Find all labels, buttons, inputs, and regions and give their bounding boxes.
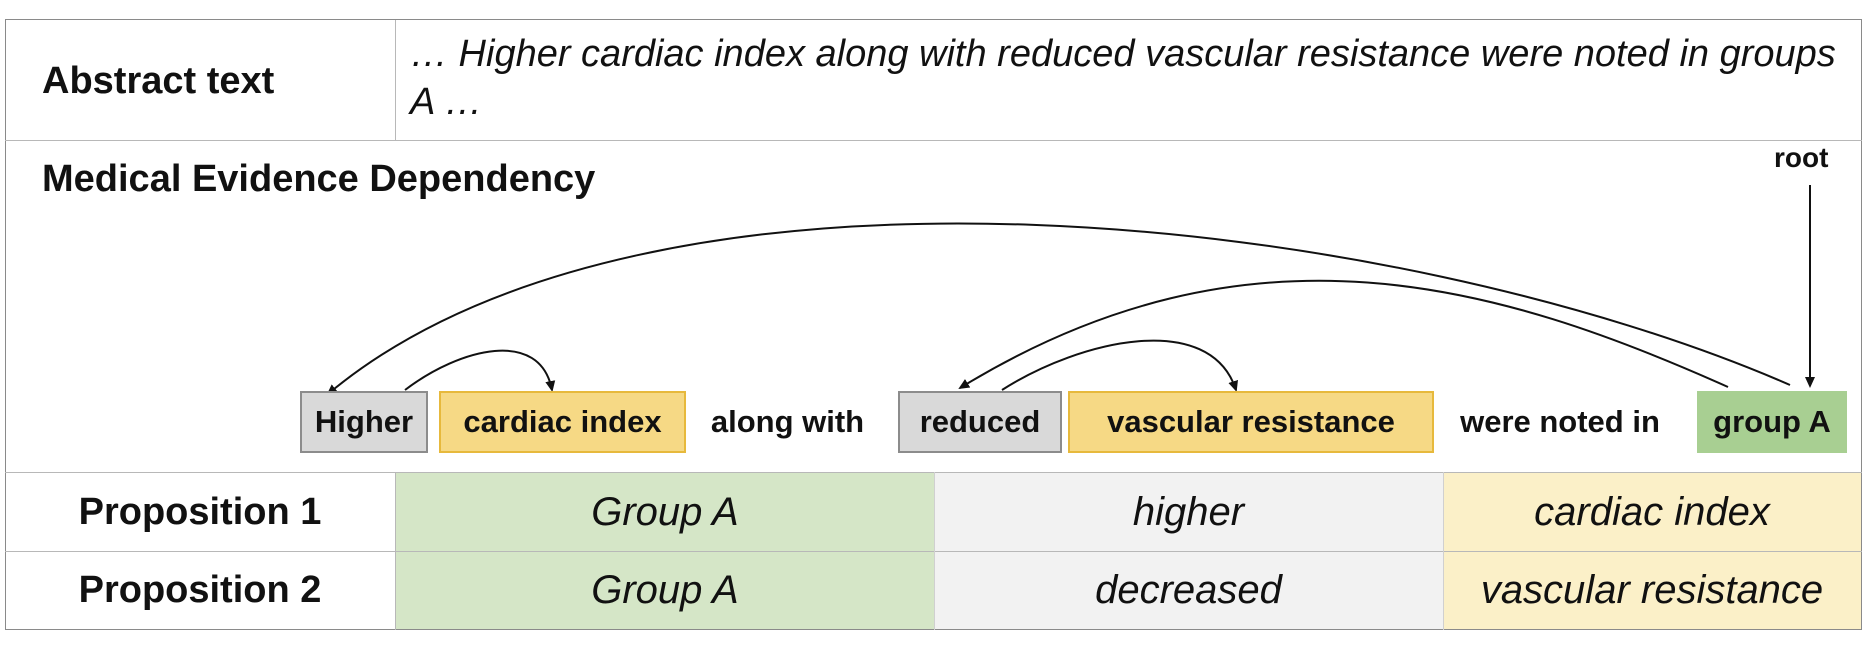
prop2-group-cell: Group A <box>396 552 934 629</box>
proposition-2-label: Proposition 2 <box>78 569 322 611</box>
token-group-a: group A <box>1697 391 1847 453</box>
arc-groupA-to-reduced <box>958 279 1729 390</box>
dependency-title: Medical Evidence Dependency <box>42 158 596 200</box>
proposition-1-label: Proposition 1 <box>78 490 322 533</box>
prop2-direction-cell: decreased <box>934 552 1443 629</box>
prop1-measure-cell: cardiac index <box>1443 473 1861 551</box>
abstract-divider <box>395 20 396 140</box>
arc-groupA-to-higher <box>326 222 1791 396</box>
proposition-divider <box>395 472 396 630</box>
arc-higher-to-cardiac-index <box>404 349 556 392</box>
proposition-divider <box>1443 472 1444 630</box>
arc-reduced-to-vascular-resistance <box>1001 339 1238 392</box>
token-reduced: reduced <box>898 391 1062 453</box>
proposition-row-rule <box>5 551 1862 552</box>
prop1-group-cell: Group A <box>396 473 934 551</box>
abstract-label: Abstract text <box>42 60 275 102</box>
abstract-text: … Higher cardiac index along with reduce… <box>410 33 1836 123</box>
prop1-direction-cell: higher <box>934 473 1443 551</box>
token-were-noted-in: were noted in <box>1460 404 1660 439</box>
dependency-bottom-rule <box>5 472 1862 473</box>
proposition-divider <box>934 472 935 630</box>
token-along-with: along with <box>710 404 865 439</box>
prop2-measure-cell: vascular resistance <box>1443 552 1861 629</box>
token-cardiac-index: cardiac index <box>439 391 686 453</box>
figure-frame <box>5 19 1862 630</box>
abstract-bottom-rule <box>5 140 1862 141</box>
token-vascular-resistance: vascular resistance <box>1068 391 1434 453</box>
token-higher: Higher <box>300 391 428 453</box>
root-label: root <box>1774 142 1829 173</box>
